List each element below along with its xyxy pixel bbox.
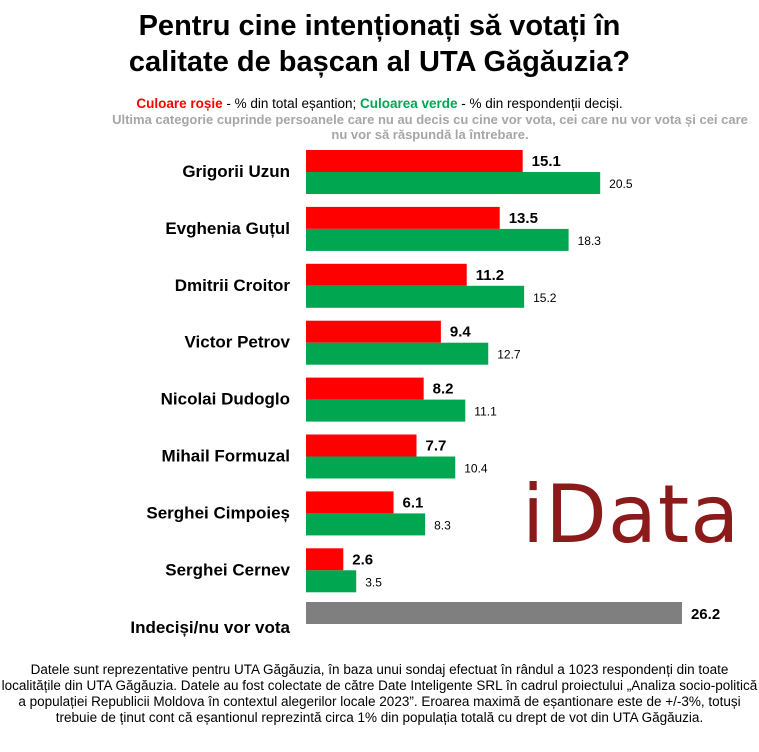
bar-decided — [306, 456, 456, 479]
value-label-decided: 8.3 — [434, 518, 451, 532]
category-label: Evghenia Guțul — [165, 219, 290, 238]
value-label-decided: 20.5 — [609, 177, 633, 191]
value-label-decided: 15.2 — [533, 291, 557, 305]
bar-total — [306, 434, 417, 457]
bar-decided — [306, 570, 357, 593]
legend-green-text: - % din respondenții deciși. — [457, 96, 623, 111]
bar-total — [306, 377, 424, 400]
category-label: Victor Petrov — [184, 333, 290, 352]
value-label-total: 2.6 — [352, 551, 373, 568]
value-label-total: 7.7 — [425, 438, 446, 455]
bar-total — [306, 548, 344, 571]
bar-decided — [306, 172, 601, 194]
value-label-undecided: 26.2 — [691, 606, 720, 623]
legend: Culoare roșie - % din total eșantion; Cu… — [0, 95, 759, 112]
bar-decided — [306, 342, 489, 365]
value-label-total: 8.2 — [433, 381, 454, 398]
bar-total — [306, 320, 441, 343]
category-label: Serghei Cimpoieș — [146, 503, 290, 522]
category-label-undecided: Indeciși/nu vor vota — [130, 618, 290, 637]
bar-total — [306, 150, 523, 172]
category-label: Dmitrii Croitor — [175, 276, 291, 295]
category-label: Mihail Formuzal — [162, 447, 290, 466]
category-label: Nicolai Dudoglo — [161, 390, 290, 409]
chart-title-line-1: Pentru cine intenționați să votați în — [138, 10, 621, 42]
bar-chart: Grigorii Uzun 15.1 20.5 Evghenia Guțul 13.5 1… — [130, 150, 720, 637]
idata-logo: iData — [522, 468, 741, 561]
bar-decided — [306, 513, 426, 536]
value-label-total: 11.2 — [476, 267, 504, 284]
bar-total — [306, 491, 394, 514]
legend-red-text: - % din total eșantion; — [222, 96, 360, 111]
value-label-decided: 12.7 — [497, 348, 521, 362]
value-label-decided: 10.4 — [464, 462, 488, 476]
bar-total — [306, 263, 467, 286]
category-label: Serghei Cernev — [165, 560, 290, 579]
value-label-total: 6.1 — [403, 494, 424, 511]
bar-total — [306, 206, 500, 229]
value-label-total: 13.5 — [509, 210, 538, 227]
chart-title: Pentru cine intenționați să votați în ca… — [0, 8, 759, 80]
undecided-note: Ultima categorie cuprinde persoanele car… — [112, 112, 748, 142]
bar-decided — [306, 399, 466, 422]
category-label: Grigorii Uzun — [182, 162, 290, 181]
value-label-decided: 3.5 — [365, 575, 382, 589]
chart-title-line-2: calitate de bașcan al UTA Găgăuzia? — [128, 46, 631, 78]
value-label-total: 15.1 — [532, 153, 561, 170]
bar-decided — [306, 228, 569, 251]
bar-undecided — [306, 602, 682, 624]
legend-green-label: Culoarea verde — [359, 96, 458, 111]
value-label-total: 9.4 — [450, 324, 472, 341]
value-label-decided: 11.1 — [474, 405, 497, 419]
footer-note: Datele sunt reprezentative pentru UTA Gă… — [1, 662, 758, 725]
legend-red-label: Culoare roșie — [136, 96, 223, 111]
bar-decided — [306, 285, 525, 308]
value-label-decided: 18.3 — [578, 234, 602, 248]
